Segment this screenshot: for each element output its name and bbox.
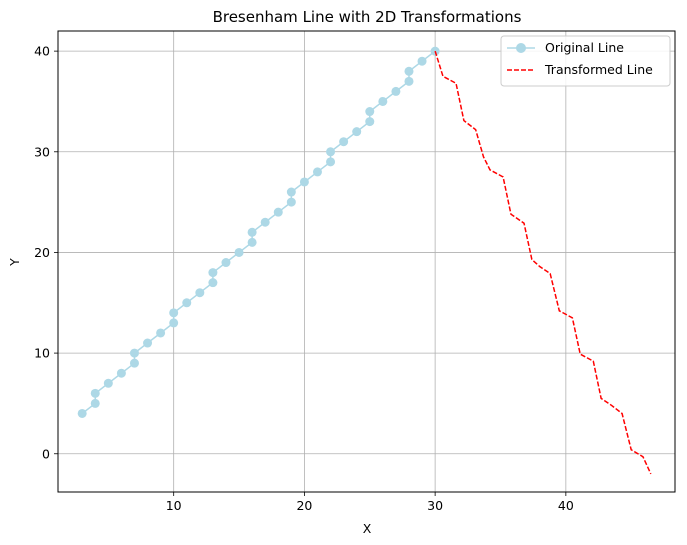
x-axis-label: X [363, 521, 372, 536]
y-tick-label: 10 [34, 346, 50, 361]
series-transformed-line-line [434, 50, 652, 475]
data-point [182, 298, 192, 308]
data-point [221, 258, 231, 268]
data-point [208, 268, 218, 278]
data-point [195, 288, 205, 298]
data-point [143, 338, 153, 348]
data-point [90, 388, 100, 398]
data-point [365, 107, 375, 117]
data-point [299, 177, 309, 187]
x-tick-label: 40 [558, 498, 574, 513]
y-tick-label: 40 [34, 44, 50, 59]
legend-transformed-line-label: Transformed Line [544, 62, 653, 77]
legend-original-line-label: Original Line [545, 40, 624, 55]
y-axis-label: Y [7, 258, 22, 267]
data-point [339, 137, 349, 147]
data-point [234, 247, 244, 257]
data-point [326, 147, 336, 157]
data-point [169, 308, 179, 318]
data-point [208, 278, 218, 288]
data-point [260, 217, 270, 227]
data-point [77, 408, 87, 418]
data-point [156, 328, 166, 338]
plot-frame [57, 30, 676, 493]
data-point [365, 117, 375, 127]
data-point [90, 398, 100, 408]
data-point [378, 96, 388, 106]
y-tick-label: 20 [34, 245, 50, 260]
legend-original-line-marker [516, 43, 526, 53]
data-point [404, 66, 414, 76]
data-point [273, 207, 283, 217]
y-tick-label: 30 [34, 144, 50, 159]
data-point [391, 86, 401, 96]
series-layer [77, 46, 652, 475]
data-point [103, 378, 113, 388]
data-point [129, 348, 139, 358]
data-point [247, 227, 257, 237]
x-tick-label: 20 [296, 498, 312, 513]
legend: Original Line Transformed Line [500, 35, 671, 87]
legend-box [500, 35, 671, 87]
data-point [312, 167, 322, 177]
ticks: 10 20 30 40 0 10 20 30 40 [34, 44, 574, 513]
x-tick-label: 30 [427, 498, 443, 513]
data-point [352, 127, 362, 137]
data-point [116, 368, 126, 378]
data-point [417, 56, 427, 66]
data-point [286, 197, 296, 207]
data-point [326, 157, 336, 167]
data-point [129, 358, 139, 368]
data-point [404, 76, 414, 86]
data-point [247, 237, 257, 247]
chart-title: Bresenham Line with 2D Transformations [213, 8, 522, 26]
y-tick-label: 0 [42, 446, 50, 461]
x-tick-label: 10 [166, 498, 182, 513]
data-point [169, 318, 179, 328]
grid [58, 31, 675, 492]
data-point [286, 187, 296, 197]
